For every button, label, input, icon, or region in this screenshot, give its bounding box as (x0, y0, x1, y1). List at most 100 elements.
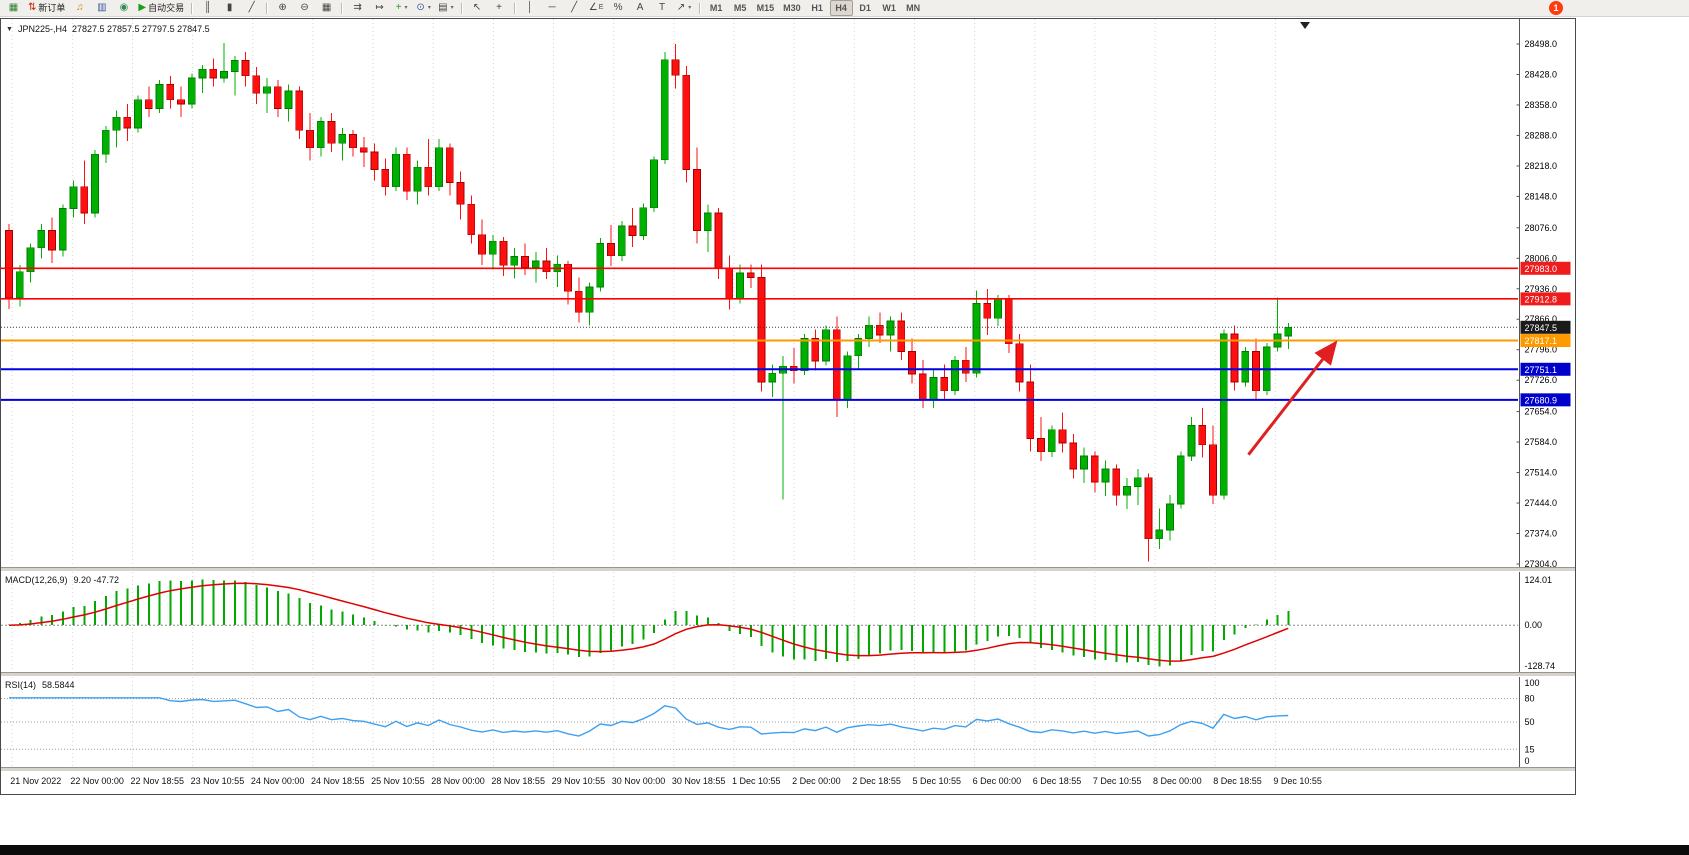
timeframe-d1[interactable]: D1 (859, 3, 871, 13)
fibonacci-button[interactable]: % (608, 0, 629, 16)
zoom-in-button[interactable]: ⊕ (272, 0, 293, 16)
time-label: 30 Nov 18:55 (671, 776, 726, 786)
community-button[interactable]: ◉ (113, 0, 134, 16)
line-chart-button[interactable]: ╱ (241, 0, 262, 16)
zoom-out-button[interactable]: ⊖ (294, 0, 315, 16)
indicators-button[interactable]: + ▾ (391, 0, 412, 16)
macd-chart[interactable]: 124.01 0.00 -128.74 (1, 572, 1575, 672)
zoom-out-icon: ⊖ (300, 2, 309, 13)
time-label: 29 Nov 10:55 (551, 776, 606, 786)
time-label: 21 Nov 2022 (10, 776, 62, 786)
bar-chart-button[interactable]: ║ (197, 0, 218, 16)
chart-shift-button[interactable]: ↦ (369, 0, 390, 16)
new-order-button[interactable]: ⇅ 新订单 (25, 0, 68, 16)
time-label: 2 Dec 00:00 (792, 776, 841, 786)
price-line-27847.5[interactable]: 27847.5 (1, 320, 1571, 334)
pane-splitter[interactable] (1, 672, 1575, 677)
price-line-27680.9[interactable]: 27680.9 (1, 393, 1571, 407)
price-line-27983.0[interactable]: 27983.0 (1, 261, 1571, 275)
vertical-line-button[interactable]: │ (520, 0, 541, 16)
cursor-button[interactable]: ↖ (467, 0, 488, 16)
equidistant-channel-icon: ∠ (588, 2, 598, 13)
arrows-button[interactable]: ↗ ▾ (674, 0, 695, 16)
price-line-27817.1[interactable]: 27817.1 (1, 334, 1571, 348)
rsi-name: RSI(14) (5, 680, 37, 690)
pane-splitter[interactable] (1, 767, 1575, 772)
crosshair-button[interactable]: + (489, 0, 510, 16)
svg-text:50: 50 (1525, 717, 1535, 727)
text-label-button[interactable]: T (652, 0, 673, 16)
svg-text:27304.0: 27304.0 (1525, 559, 1558, 567)
periods-button[interactable]: ⊙ ▾ (413, 0, 434, 16)
price-line-27912.8[interactable]: 27912.8 (1, 292, 1571, 306)
horizontal-line-button[interactable]: ─ (542, 0, 563, 16)
market-watch-icon: ▥ (97, 2, 107, 13)
time-label: 22 Nov 00:00 (70, 776, 124, 786)
chart-title: ▼ JPN225-,H4 27827.5 27857.5 27797.5 278… (6, 24, 210, 34)
svg-text:15: 15 (1525, 744, 1535, 754)
candlestick-chart-button[interactable]: ▮ (219, 0, 240, 16)
autotrading-button[interactable]: ▶ 自动交易 (135, 0, 187, 16)
candlestick-chart-icon: ▮ (226, 2, 233, 13)
timeframe-mn[interactable]: MN (906, 3, 921, 13)
text-button[interactable]: A (630, 0, 651, 16)
rsi-pane[interactable]: RSI(14) 58.5844 100 80 50 15 0 (1, 677, 1575, 767)
time-label: 30 Nov 00:00 (611, 776, 666, 786)
chevron-down-icon: ▾ (427, 5, 431, 11)
timeframe-m5[interactable]: M5 (733, 3, 747, 13)
price-line-27751.1[interactable]: 27751.1 (1, 362, 1571, 376)
svg-text:27912.8: 27912.8 (1525, 294, 1558, 304)
time-label: 5 Dec 10:55 (912, 776, 961, 786)
pane-splitter[interactable] (1, 567, 1575, 572)
timeframe-h4[interactable]: H4 (829, 0, 853, 16)
rsi-line (9, 697, 1289, 737)
one-click-trading-arrow-icon[interactable]: ▼ (6, 25, 13, 33)
autotrading-button-label: 自动交易 (148, 3, 185, 13)
timeframe-m15[interactable]: M15 (756, 3, 775, 13)
equidistant-channel-button[interactable]: ∠ E (586, 0, 607, 16)
svg-text:27374.0: 27374.0 (1525, 529, 1558, 539)
line-chart-icon: ╱ (248, 2, 255, 13)
timeframe-w1[interactable]: W1 (882, 3, 896, 13)
new-order-button-label: 新订单 (38, 3, 66, 13)
auto-scroll-button[interactable]: ⇉ (347, 0, 368, 16)
svg-text:28006.0: 28006.0 (1525, 253, 1558, 263)
candlestick-chart[interactable]: 28498.0 28428.0 28358.0 28288.0 28218.0 28148… (1, 19, 1575, 567)
svg-text:28428.0: 28428.0 (1525, 69, 1558, 79)
svg-text:27983.0: 27983.0 (1525, 264, 1558, 274)
notification-badge[interactable]: 1 (1549, 1, 1563, 15)
time-axis[interactable]: 21 Nov 2022 22 Nov 00:00 22 Nov 18:55 23 No… (1, 772, 1575, 794)
market-watch-button[interactable]: ▥ (91, 0, 112, 16)
svg-text:100: 100 (1525, 678, 1540, 688)
svg-text:27654.0: 27654.0 (1525, 407, 1558, 417)
toolbar-separator (341, 2, 344, 14)
time-label: 25 Nov 10:55 (371, 776, 425, 786)
tile-windows-button[interactable]: ▦ (316, 0, 337, 16)
chart-symbol-timeframe: JPN225-,H4 (17, 24, 67, 34)
time-label: 28 Nov 00:00 (431, 776, 485, 786)
timeframe-m30[interactable]: M30 (783, 3, 801, 13)
svg-text:28498.0: 28498.0 (1525, 39, 1558, 49)
trend-arrow-annotation[interactable] (1247, 340, 1338, 456)
main-chart-pane[interactable]: ▼ JPN225-,H4 27827.5 27857.5 27797.5 278… (1, 19, 1575, 567)
zoom-in-icon: ⊕ (278, 2, 287, 13)
rsi-chart[interactable]: 100 80 50 15 0 (1, 677, 1575, 767)
timeframe-h1[interactable]: H1 (811, 3, 823, 13)
vertical-line-icon: │ (526, 2, 534, 13)
time-label: 9 Dec 10:55 (1273, 776, 1322, 786)
macd-pane[interactable]: MACD(12,26,9) 9.20 -47.72 124.01 0.00 -128… (1, 572, 1575, 672)
cursor-icon: ↖ (472, 2, 482, 13)
templates-button[interactable]: ▤ ▾ (435, 0, 456, 16)
chart-shift-marker[interactable] (1300, 22, 1310, 29)
trendline-icon: ╱ (571, 2, 578, 13)
timeframe-m1[interactable]: M1 (709, 3, 723, 13)
alerts-button[interactable]: ♫ (69, 0, 90, 16)
new-chart-button[interactable]: ▦ (3, 0, 24, 16)
svg-text:27936.0: 27936.0 (1525, 284, 1558, 294)
time-label: 24 Nov 18:55 (310, 776, 365, 786)
svg-text:27680.9: 27680.9 (1525, 395, 1558, 405)
chart-shift-icon: ↦ (375, 2, 384, 13)
rsi-value: 58.5844 (42, 680, 75, 690)
time-label: 24 Nov 00:00 (250, 776, 305, 786)
trendline-button[interactable]: ╱ (564, 0, 585, 16)
